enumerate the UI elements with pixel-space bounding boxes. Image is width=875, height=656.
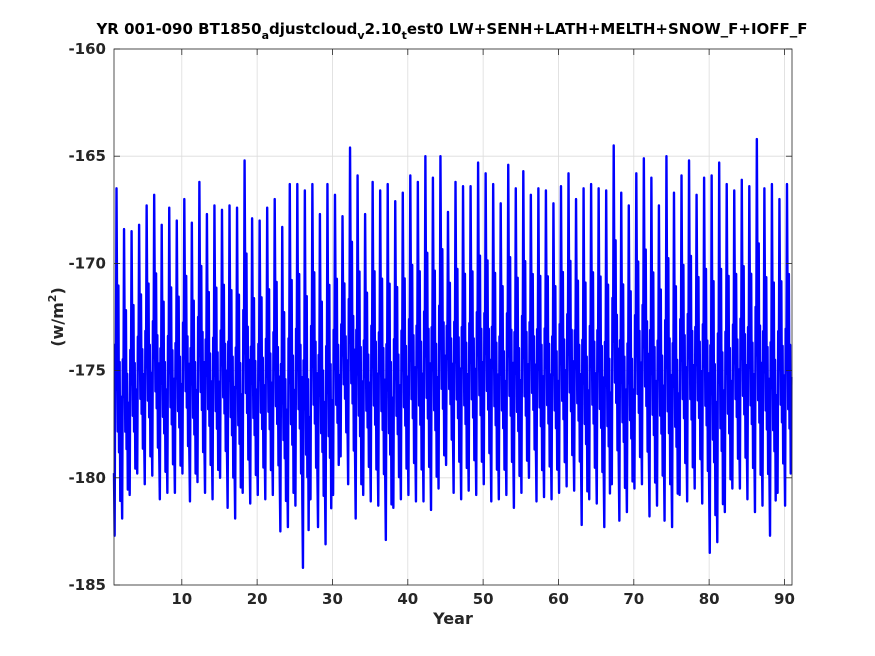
y-tick-label: -175 [68, 362, 106, 380]
x-tick-label: 60 [548, 590, 569, 608]
x-tick-label: 20 [247, 590, 268, 608]
y-tick-label: -160 [68, 40, 106, 58]
x-tick-label: 40 [397, 590, 418, 608]
x-tick-label: 70 [623, 590, 644, 608]
y-axis-label: (w/m2) [46, 287, 67, 347]
y-tick-label: -180 [68, 469, 106, 487]
series-group [112, 137, 793, 570]
x-tick-label: 50 [473, 590, 494, 608]
y-tick-label: -165 [68, 147, 106, 165]
tick-marks [114, 48, 792, 586]
x-tick-labels: 10 20 30 40 50 60 70 80 90 [171, 590, 795, 608]
y-tick-label: -185 [68, 576, 106, 594]
x-tick-label: 10 [171, 590, 192, 608]
x-tick-label: 90 [774, 590, 795, 608]
x-axis-label: Year [432, 609, 473, 628]
y-tick-label: -170 [68, 254, 106, 272]
chart-title: YR 001-090 BT1850adjustcloudv2.10test0 L… [95, 20, 807, 42]
plot-frame [113, 48, 793, 586]
series-line [112, 137, 793, 570]
y-tick-labels: -185 -180 -175 -170 -165 -160 [68, 40, 106, 594]
x-tick-label: 30 [322, 590, 343, 608]
x-tick-label: 80 [699, 590, 720, 608]
